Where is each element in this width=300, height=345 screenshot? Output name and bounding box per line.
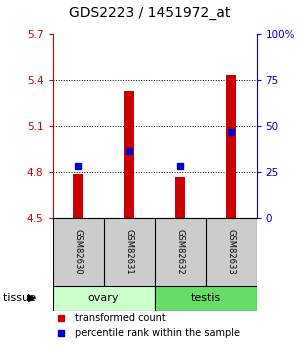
Bar <box>124 91 134 218</box>
Text: GDS2223 / 1451972_at: GDS2223 / 1451972_at <box>69 6 231 20</box>
Text: percentile rank within the sample: percentile rank within the sample <box>75 328 240 338</box>
Text: GSM82631: GSM82631 <box>124 229 134 275</box>
Text: GSM82630: GSM82630 <box>74 229 82 275</box>
Text: ovary: ovary <box>88 293 119 303</box>
Bar <box>154 286 256 310</box>
Text: GSM82632: GSM82632 <box>176 229 184 275</box>
Text: GSM82633: GSM82633 <box>226 229 236 275</box>
Text: transformed count: transformed count <box>75 313 166 323</box>
Bar <box>176 177 184 218</box>
Text: ▶: ▶ <box>28 293 36 303</box>
Bar <box>74 174 82 218</box>
Bar <box>226 75 236 218</box>
Text: tissue: tissue <box>3 293 40 303</box>
Bar <box>52 286 154 310</box>
Text: testis: testis <box>190 293 220 303</box>
